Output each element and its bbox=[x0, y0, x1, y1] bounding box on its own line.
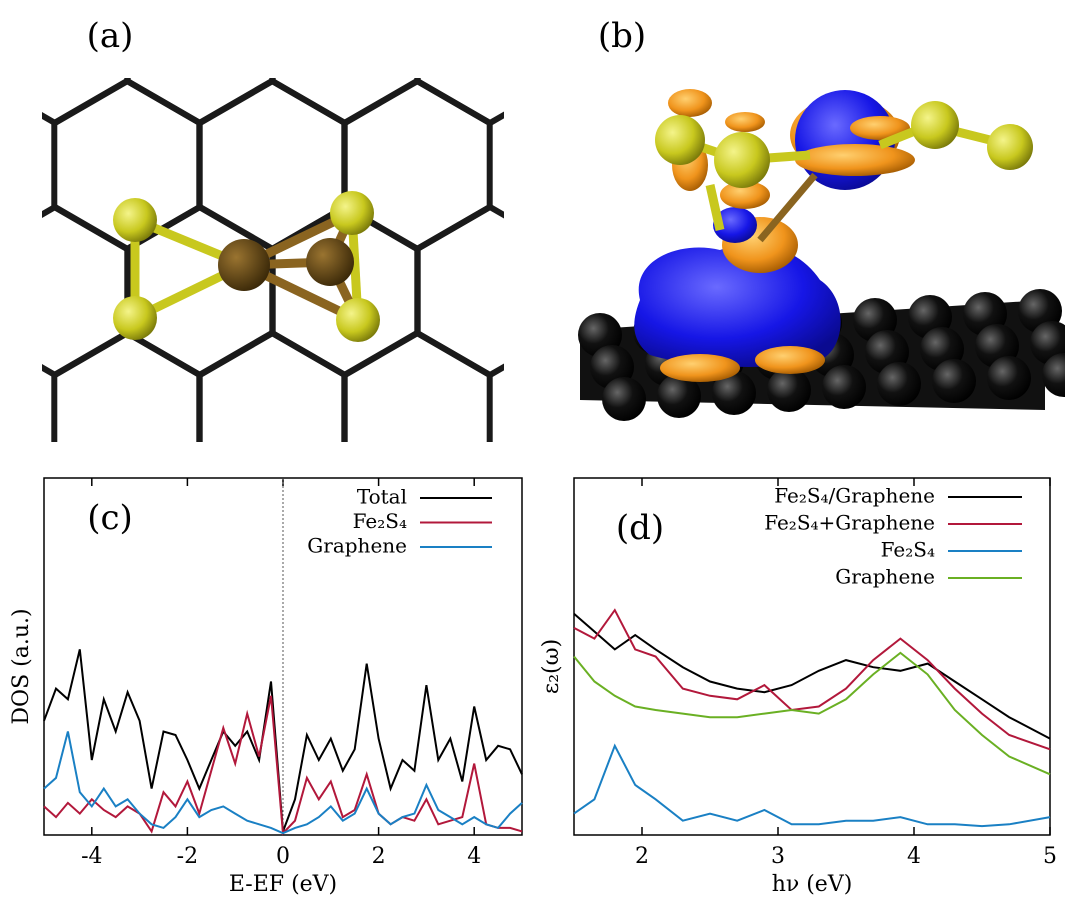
carbon-atom bbox=[602, 377, 646, 421]
panel-label: (a) bbox=[87, 16, 134, 56]
carbon-atom bbox=[932, 359, 976, 403]
legend-label: Graphene bbox=[835, 565, 935, 589]
fe2s4-cluster bbox=[113, 191, 380, 342]
series-line bbox=[574, 746, 1050, 826]
series-line bbox=[574, 614, 1050, 739]
hexagon bbox=[417, 207, 562, 375]
carbon-atom bbox=[822, 365, 866, 409]
y-axis-label: ε₂(ω) bbox=[539, 639, 564, 694]
legend-label: Total bbox=[357, 485, 407, 509]
legend-label: Fe₂S₄/Graphene bbox=[774, 484, 935, 508]
x-tick-label: 0 bbox=[276, 844, 290, 869]
carbon-atom bbox=[877, 362, 921, 406]
hexagon bbox=[199, 333, 344, 501]
series-line bbox=[44, 649, 522, 831]
series-line bbox=[574, 653, 1050, 774]
x-tick-label: 4 bbox=[467, 844, 481, 869]
legend-label: Fe₂S₄+Graphene bbox=[764, 511, 935, 535]
x-tick-label: 2 bbox=[372, 844, 386, 869]
charge-density-image bbox=[578, 89, 1065, 421]
x-tick-label: -2 bbox=[177, 844, 198, 869]
hexagon bbox=[54, 333, 199, 501]
panel-label: (b) bbox=[598, 16, 646, 56]
x-tick-label: -4 bbox=[81, 844, 102, 869]
x-tick-label: 4 bbox=[907, 844, 921, 869]
y-axis-label: DOS (a.u.) bbox=[9, 608, 34, 724]
hexagon bbox=[0, 207, 128, 375]
carbon-atom bbox=[987, 356, 1031, 400]
panel-label: (d) bbox=[616, 508, 664, 548]
legend-label: Fe₂S₄ bbox=[881, 538, 935, 562]
series-line bbox=[574, 610, 1050, 749]
x-axis-label: hν (eV) bbox=[772, 872, 853, 897]
series-line bbox=[44, 696, 522, 833]
legend-label: Graphene bbox=[307, 534, 407, 558]
x-tick-label: 2 bbox=[635, 844, 649, 869]
figure: (a) (b) bbox=[0, 0, 1065, 899]
legend-label: Fe₂S₄ bbox=[353, 509, 407, 533]
hexagon bbox=[344, 333, 489, 501]
hexagon bbox=[272, 0, 417, 123]
x-tick-label: 5 bbox=[1043, 844, 1057, 869]
hexagon bbox=[127, 0, 272, 123]
panel-label: (c) bbox=[87, 498, 133, 538]
x-tick-label: 3 bbox=[771, 844, 785, 869]
hexagon bbox=[417, 0, 562, 123]
carbon-atom bbox=[767, 368, 811, 412]
x-axis-label: E-EF (eV) bbox=[229, 872, 337, 897]
